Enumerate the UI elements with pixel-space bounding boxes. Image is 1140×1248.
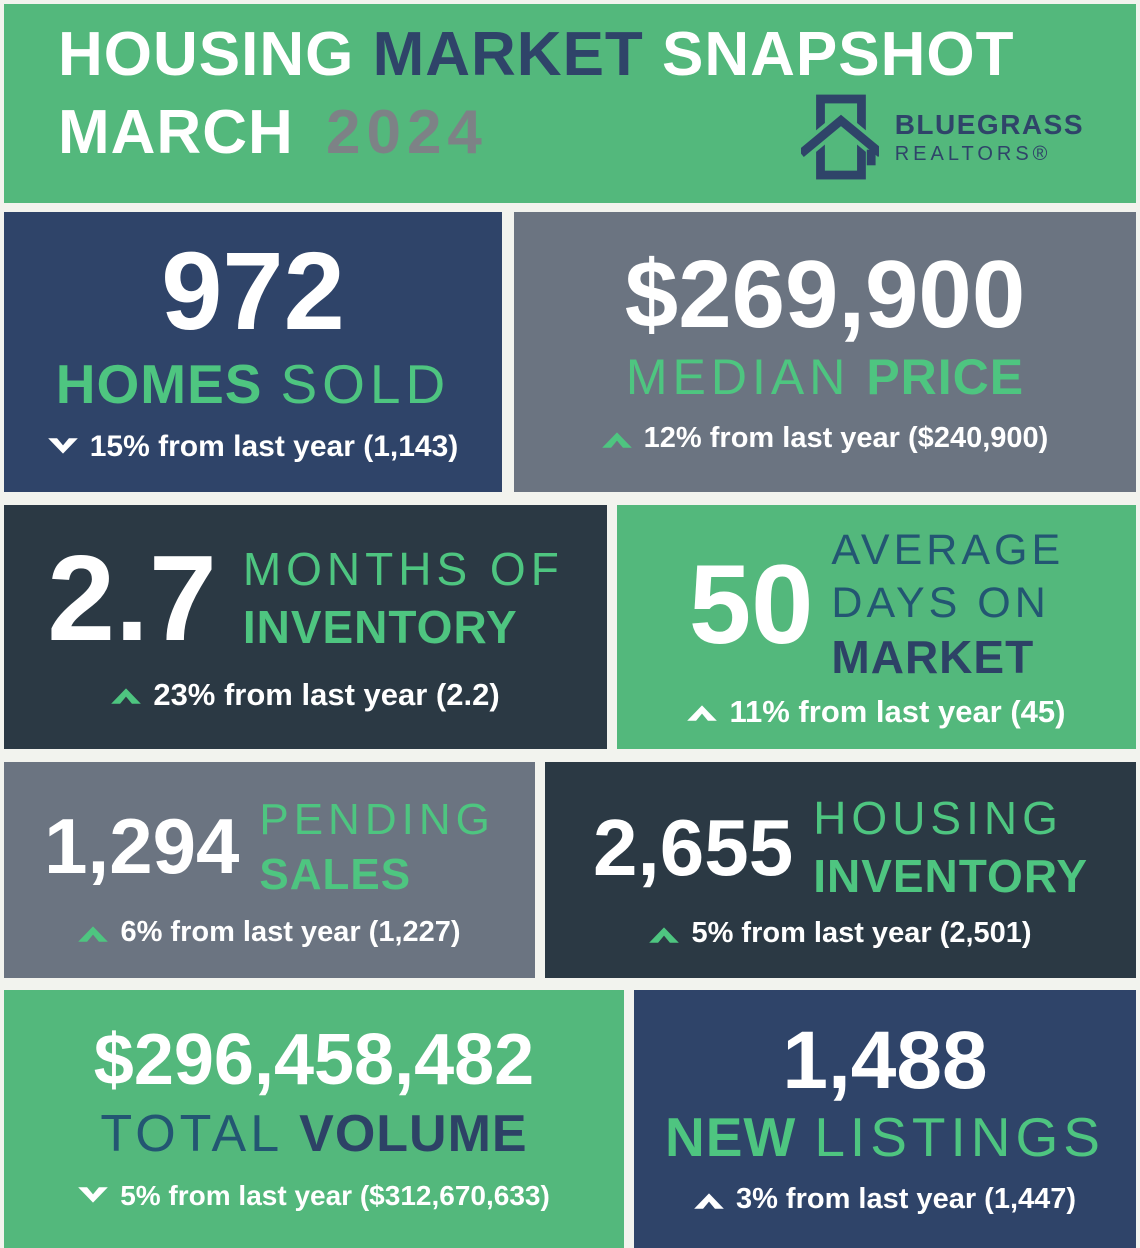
yoy-change-text: 3% from last year (1,447)	[735, 1183, 1077, 1216]
stat-row: 1,294 PENDING SALES	[44, 792, 495, 902]
stat-value: 2,655	[592, 802, 794, 892]
stat-value: 1,488	[782, 1014, 988, 1106]
yoy-change: 6% from last year (1,227)	[78, 915, 461, 949]
stat-label: HOUSING INVENTORY	[813, 790, 1088, 905]
yoy-change-text: 12% from last year ($240,900)	[643, 422, 1049, 455]
yoy-change: 5% from last year ($312,670,633)	[78, 1180, 550, 1212]
card-homes-sold: 972 HOMES SOLD 15% from last year (1,143…	[4, 212, 502, 492]
stat-label-bold: HOMES	[55, 353, 263, 416]
card-housing-inventory: 2,655 HOUSING INVENTORY 5% from last yea…	[545, 762, 1136, 978]
stat-label-light: SOLD	[280, 353, 451, 416]
yoy-change: 12% from last year ($240,900)	[601, 422, 1049, 455]
brand-logo: BLUEGRASS REALTORS®	[800, 92, 1084, 184]
page-title: HOUSING MARKET SNAPSHOT	[58, 24, 1136, 86]
house-logo-icon	[800, 94, 879, 180]
stat-label-bold: INVENTORY	[813, 849, 1089, 902]
stat-label-light: HOUSING	[813, 792, 1063, 844]
stat-value: 972	[161, 229, 345, 353]
stat-label-light: PENDING	[259, 794, 495, 844]
stat-label-light: MONTHS OF	[242, 543, 564, 596]
brand-name: BLUEGRASS	[894, 108, 1084, 140]
subtitle-month: MARCH	[58, 98, 294, 167]
stat-row: 2,655 HOUSING INVENTORY	[593, 790, 1088, 905]
stat-label-bold: VOLUME	[299, 1105, 528, 1164]
stat-value: 50	[688, 541, 814, 667]
yoy-change-text: 6% from last year (1,227)	[120, 915, 461, 948]
yoy-change-text: 5% from last year (2,501)	[691, 917, 1032, 949]
chevron-up-icon	[111, 688, 142, 705]
card-pending-sales: 1,294 PENDING SALES 6% from last year (1…	[4, 762, 535, 978]
chevron-up-icon	[601, 432, 632, 448]
yoy-change: 11% from last year (45)	[687, 693, 1066, 730]
subtitle-year: 2024	[325, 98, 488, 167]
stat-label-bold: SALES	[259, 849, 412, 899]
card-months-of-inventory: 2.7 MONTHS OF INVENTORY 23% from last ye…	[4, 505, 607, 749]
yoy-change: 15% from last year (1,143)	[47, 430, 459, 464]
stat-label: TOTAL VOLUME	[100, 1104, 527, 1164]
yoy-change-text: 23% from last year (2.2)	[153, 676, 500, 712]
stat-label-light: MEDIAN	[625, 349, 851, 406]
stat-label: MONTHS OF INVENTORY	[243, 541, 564, 656]
page-subtitle: MARCH 2024	[58, 102, 1136, 164]
yoy-change-text: 5% from last year ($312,670,633)	[120, 1180, 550, 1212]
yoy-change: 23% from last year (2.2)	[111, 676, 500, 713]
title-word-market: MARKET	[372, 20, 644, 89]
yoy-change: 3% from last year (1,447)	[694, 1183, 1076, 1216]
chevron-up-icon	[687, 705, 718, 721]
stat-value: 1,294	[44, 802, 240, 891]
chevron-up-icon	[694, 1193, 724, 1210]
stat-value: $296,458,482	[93, 1019, 535, 1100]
yoy-change-text: 11% from last year (45)	[729, 693, 1066, 729]
brand-logo-text: BLUEGRASS REALTORS®	[894, 108, 1084, 167]
stat-label: NEW LISTINGS	[665, 1105, 1105, 1169]
stat-value: $269,900	[624, 240, 1026, 348]
stat-label: AVERAGE DAYS ON MARKET	[831, 524, 1064, 685]
title-word-housing: HOUSING	[58, 20, 355, 89]
card-average-days-on-market: 50 AVERAGE DAYS ON MARKET 11% from last …	[617, 505, 1136, 749]
stat-label-light-2: DAYS ON	[831, 578, 1050, 627]
card-median-price: $269,900 MEDIAN PRICE 12% from last year…	[514, 212, 1136, 492]
stat-label: MEDIAN PRICE	[626, 348, 1024, 406]
chevron-up-icon	[649, 927, 680, 943]
stat-label: HOMES SOLD	[56, 352, 450, 416]
chevron-down-icon	[47, 437, 78, 454]
stat-label-light: TOTAL	[100, 1105, 284, 1164]
stat-label-light: AVERAGE	[831, 526, 1065, 575]
yoy-change-text: 15% from last year (1,143)	[89, 430, 459, 464]
title-word-snapshot: SNAPSHOT	[662, 20, 1015, 89]
stat-label-bold: INVENTORY	[242, 600, 518, 653]
stat-label-light: LISTINGS	[814, 1106, 1105, 1169]
stat-label-bold: NEW	[665, 1106, 797, 1169]
card-total-volume: $296,458,482 TOTAL VOLUME 5% from last y…	[4, 990, 624, 1248]
stat-label-bold: PRICE	[866, 349, 1025, 406]
brand-subname: REALTORS®	[894, 143, 1052, 166]
chevron-down-icon	[78, 1186, 109, 1203]
chevron-up-icon	[78, 925, 109, 942]
stat-label: PENDING SALES	[259, 792, 494, 902]
stat-value: 2.7	[47, 530, 217, 667]
stat-row: 2.7 MONTHS OF INVENTORY	[47, 530, 564, 667]
header-banner: HOUSING MARKET SNAPSHOT MARCH 2024 BLUEG…	[4, 4, 1136, 203]
yoy-change: 5% from last year (2,501)	[649, 917, 1032, 950]
stat-row: 50 AVERAGE DAYS ON MARKET	[689, 524, 1064, 685]
card-new-listings: 1,488 NEW LISTINGS 3% from last year (1,…	[634, 990, 1136, 1248]
stat-label-bold: MARKET	[831, 631, 1035, 684]
